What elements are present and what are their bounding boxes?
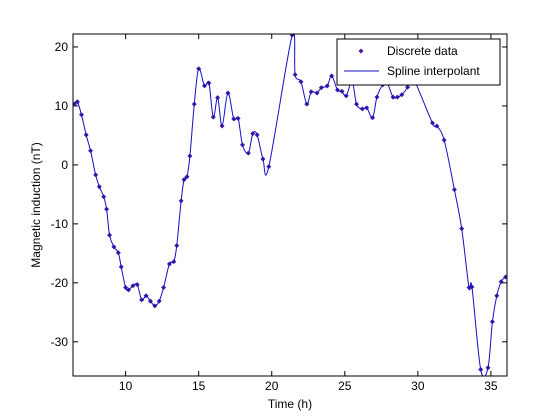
legend-label: Discrete data (387, 44, 458, 58)
y-tick-label: -10 (51, 217, 69, 231)
y-tick-label: -30 (51, 335, 69, 349)
legend-label: Spline interpolant (387, 64, 480, 78)
x-tick-label: 10 (119, 379, 133, 393)
y-axis-label: Magnetic induction (nT) (29, 142, 43, 267)
y-tick-label: 10 (55, 99, 69, 113)
y-tick-label: 20 (55, 40, 69, 54)
y-tick-label: 0 (61, 158, 68, 172)
x-tick-label: 20 (265, 379, 279, 393)
axes-box (72, 33, 508, 377)
legend-marker (358, 48, 364, 54)
x-tick-label: 25 (338, 379, 352, 393)
plot-area (73, 34, 507, 376)
x-tick-label: 30 (411, 379, 425, 393)
x-tick-label: 15 (192, 379, 206, 393)
x-axis-label: Time (h) (268, 397, 312, 411)
y-tick-label: -20 (51, 276, 69, 290)
x-tick-label: 35 (484, 379, 498, 393)
legend-box (336, 38, 501, 86)
